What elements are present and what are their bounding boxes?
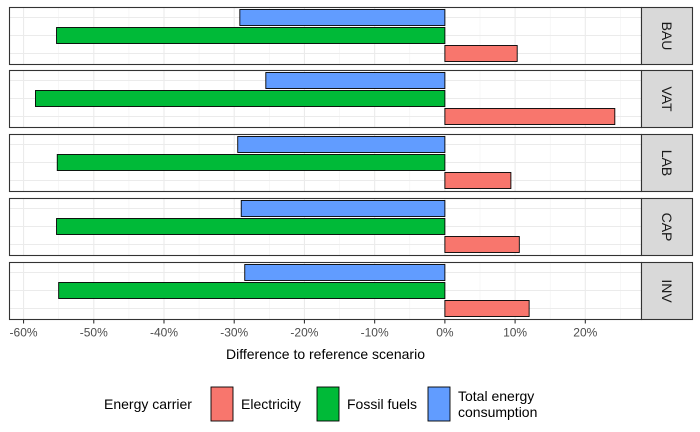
facet-strip xyxy=(640,133,694,193)
x-tick-label: 0% xyxy=(436,326,454,340)
legend: Energy carrier Electricity Fossil fuels Tot… xyxy=(104,386,537,422)
bar-fossil-fuels-bau xyxy=(56,27,446,44)
bar-electricity-cap xyxy=(444,236,520,253)
facet-panel-bau: BAU xyxy=(8,6,694,66)
x-tick-label: 20% xyxy=(573,326,597,340)
facet-label-bau: BAU xyxy=(659,22,675,51)
facet-label-vat: VAT xyxy=(659,86,675,112)
legend-key xyxy=(210,386,234,422)
bar-total-energy-consumption-inv xyxy=(244,264,446,281)
facet-panel-inv: INV xyxy=(8,261,694,321)
bar-total-energy-consumption-lab xyxy=(237,136,446,153)
facet-label-lab: LAB xyxy=(659,150,675,176)
facet-label-cap: CAP xyxy=(659,213,675,242)
legend-label: consumption xyxy=(458,404,537,420)
bar-total-energy-consumption-bau xyxy=(239,9,446,26)
facet-label-inv: INV xyxy=(659,279,675,303)
facet-strip xyxy=(640,69,694,129)
facet-panel-vat: VAT xyxy=(8,69,694,129)
legend-key xyxy=(316,386,340,422)
bar-total-energy-consumption-vat xyxy=(265,72,446,89)
x-tick-label: -40% xyxy=(150,326,178,340)
facet-panel-cap: CAP xyxy=(8,197,694,257)
x-axis-title: Difference to reference scenario xyxy=(226,346,425,362)
bar-electricity-lab xyxy=(444,172,512,189)
bar-total-energy-consumption-cap xyxy=(240,200,446,217)
facet-panel-lab: LAB xyxy=(8,133,694,193)
bar-electricity-vat xyxy=(444,108,616,125)
facet-strip xyxy=(640,6,694,66)
bar-fossil-fuels-inv xyxy=(58,282,446,299)
x-tick-label: -20% xyxy=(290,326,318,340)
legend-label: Fossil fuels xyxy=(347,396,417,412)
bar-fossil-fuels-lab xyxy=(56,154,446,171)
legend-key xyxy=(427,386,451,422)
facet-strip xyxy=(640,261,694,321)
x-axis: -60% -50% -40% -30% -20% -10% 0% 10% 20% Differen… xyxy=(10,319,598,362)
legend-label: Electricity xyxy=(241,396,301,412)
legend-title: Energy carrier xyxy=(104,396,192,412)
x-tick-label: -50% xyxy=(80,326,108,340)
bar-fossil-fuels-cap xyxy=(56,218,446,235)
legend-label: Total energy xyxy=(458,388,534,404)
x-tick-label: -30% xyxy=(220,326,248,340)
x-tick-label: 10% xyxy=(503,326,527,340)
bar-electricity-inv xyxy=(444,300,530,317)
bar-electricity-bau xyxy=(444,45,518,62)
facet-strip xyxy=(640,197,694,257)
bar-fossil-fuels-vat xyxy=(35,90,446,107)
x-tick-label: -60% xyxy=(10,326,38,340)
x-tick-label: -10% xyxy=(361,326,389,340)
